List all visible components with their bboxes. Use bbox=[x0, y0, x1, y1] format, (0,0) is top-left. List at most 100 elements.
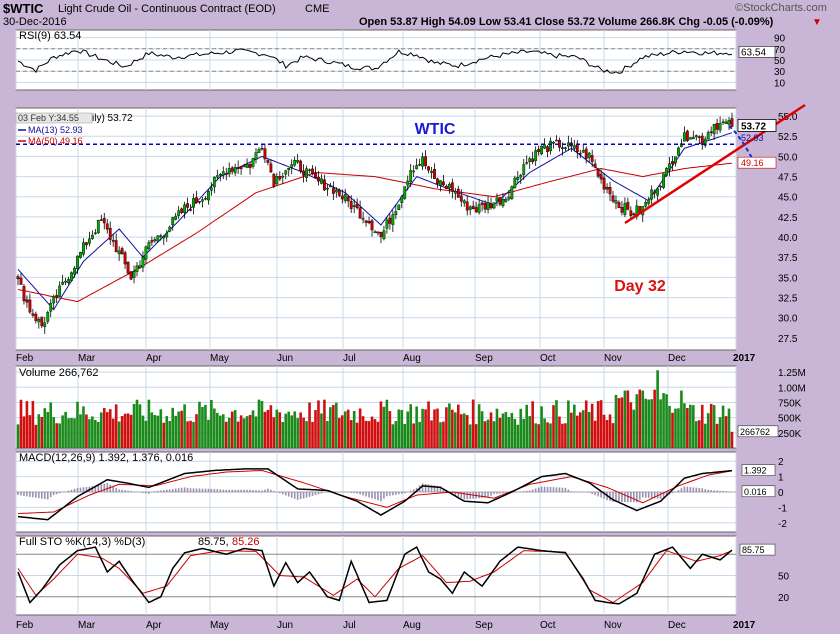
volume-bar bbox=[198, 401, 201, 448]
volume-bar bbox=[278, 412, 282, 448]
rsi-tick-label: 30 bbox=[774, 67, 786, 78]
candle-body bbox=[349, 200, 353, 210]
candle-body bbox=[120, 248, 124, 255]
volume-bar bbox=[555, 400, 558, 448]
candle-body bbox=[195, 197, 198, 203]
volume-bar bbox=[403, 424, 407, 448]
price-tick-label: 47.5 bbox=[778, 173, 798, 184]
candle-body bbox=[706, 132, 710, 140]
volume-bar bbox=[433, 409, 436, 448]
volume-bar bbox=[114, 404, 118, 448]
bottom-month-label: Nov bbox=[604, 620, 622, 631]
month-label: Aug bbox=[403, 353, 421, 364]
bottom-month-label: Dec bbox=[668, 620, 686, 631]
volume-bar bbox=[388, 411, 392, 448]
candle-body bbox=[323, 179, 326, 191]
macd-hist-value-label: 0.016 bbox=[744, 487, 767, 497]
volume-bar bbox=[153, 415, 157, 448]
volume-bar bbox=[290, 415, 293, 448]
candle-body bbox=[114, 240, 118, 253]
candle-body bbox=[537, 148, 541, 153]
candle-body bbox=[510, 186, 514, 200]
volume-bar bbox=[578, 412, 582, 448]
volume-bar bbox=[352, 410, 356, 448]
candle-body bbox=[340, 195, 344, 200]
candle-body bbox=[186, 203, 189, 208]
candle-body bbox=[281, 175, 285, 178]
volume-bar bbox=[412, 423, 415, 448]
volume-bar bbox=[605, 419, 609, 448]
candle-body bbox=[183, 204, 186, 213]
macd-legend: MACD(12,26,9) 1.392, 1.376, 0.016 bbox=[19, 452, 193, 464]
volume-bar bbox=[697, 420, 701, 448]
volume-bar bbox=[674, 408, 677, 448]
volume-bar bbox=[31, 401, 35, 448]
volume-bar bbox=[159, 409, 163, 448]
candle-body bbox=[555, 139, 558, 142]
candle-body bbox=[138, 265, 142, 269]
volume-bar bbox=[257, 399, 261, 448]
candle-body bbox=[245, 163, 249, 168]
projection-arrow bbox=[728, 125, 755, 163]
sto-d-legend: 85.26 bbox=[232, 536, 260, 548]
volume-bar bbox=[58, 423, 61, 448]
candle-body bbox=[659, 185, 663, 188]
volume-bar bbox=[540, 406, 543, 448]
instrument-name: Light Crude Oil - Continuous Contract (E… bbox=[58, 3, 276, 15]
volume-bar bbox=[299, 412, 302, 448]
stockcharts-logo: ©StockCharts.com bbox=[735, 2, 827, 14]
volume-bar bbox=[644, 398, 648, 448]
volume-bar bbox=[269, 405, 273, 448]
volume-bar bbox=[590, 403, 594, 448]
volume-bar bbox=[665, 394, 668, 448]
volume-bar bbox=[457, 404, 460, 448]
volume-tick-label: 500K bbox=[778, 414, 802, 425]
candle-body bbox=[16, 276, 20, 280]
candle-body bbox=[58, 285, 62, 297]
candle-body bbox=[406, 180, 410, 186]
candle-body bbox=[111, 239, 115, 242]
candle-body bbox=[688, 137, 692, 140]
sto-value-label: 85.75 bbox=[742, 545, 765, 555]
volume-bar bbox=[138, 404, 142, 448]
candle-body bbox=[275, 176, 279, 185]
volume-bar bbox=[210, 399, 213, 448]
volume-bar bbox=[715, 423, 719, 448]
volume-bar bbox=[364, 420, 368, 448]
candle-body bbox=[671, 161, 674, 165]
candle-body bbox=[233, 166, 237, 174]
volume-bar bbox=[454, 412, 457, 448]
candle-body bbox=[221, 171, 225, 176]
volume-bar bbox=[617, 398, 621, 448]
volume-bar bbox=[204, 404, 207, 448]
volume-bar bbox=[465, 415, 469, 448]
candle-body bbox=[572, 145, 576, 149]
volume-bar bbox=[105, 412, 109, 448]
rsi-tick-label: 90 bbox=[774, 34, 786, 45]
volume-bar bbox=[189, 420, 192, 448]
candle-body bbox=[19, 277, 23, 285]
candle-body bbox=[141, 256, 145, 268]
volume-bar bbox=[281, 421, 285, 448]
volume-bar bbox=[629, 402, 633, 448]
volume-bar bbox=[88, 419, 91, 448]
volume-bar bbox=[430, 420, 433, 448]
candle-body bbox=[189, 209, 192, 211]
day-32-annotation: Day 32 bbox=[614, 278, 666, 295]
volume-bar bbox=[620, 397, 624, 448]
candle-body bbox=[480, 202, 484, 205]
ma13-legend: MA(13) 52.93 bbox=[28, 125, 83, 135]
candle-body bbox=[397, 204, 401, 211]
candle-body bbox=[650, 189, 654, 200]
tooltip-label: 03 Feb Y:34.55 bbox=[18, 113, 79, 123]
candle-body bbox=[308, 169, 311, 171]
candle-body bbox=[519, 174, 523, 178]
volume-bar bbox=[43, 408, 47, 448]
volume-bar bbox=[451, 409, 454, 448]
candle-body bbox=[287, 168, 291, 171]
candle-body bbox=[79, 252, 82, 258]
volume-bar bbox=[519, 408, 523, 448]
candle-body bbox=[388, 217, 392, 224]
volume-bar bbox=[721, 405, 725, 448]
candle-body bbox=[507, 196, 511, 200]
